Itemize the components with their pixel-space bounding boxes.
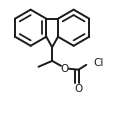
Text: Cl: Cl	[92, 57, 103, 67]
Text: O: O	[60, 63, 68, 73]
Text: O: O	[74, 83, 82, 93]
